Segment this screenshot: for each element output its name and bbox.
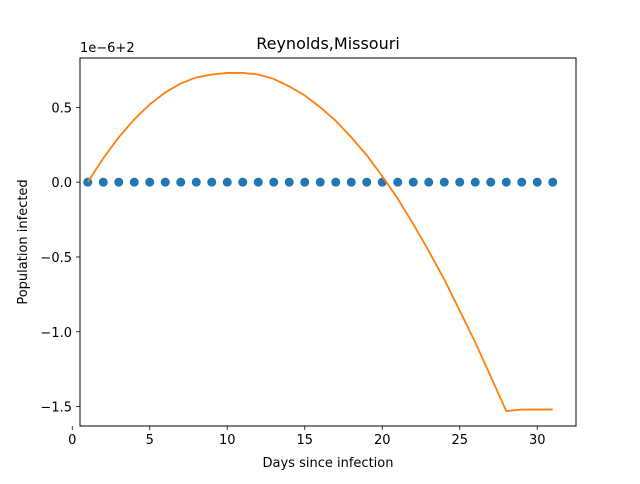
scatter-point — [501, 177, 511, 187]
series-layer — [83, 72, 558, 412]
scatter-point — [253, 177, 263, 187]
scatter-point — [284, 177, 294, 187]
x-tick-label: 20 — [374, 433, 391, 448]
scatter-point — [160, 177, 170, 187]
scatter-point — [362, 177, 372, 187]
scatter-point — [207, 177, 217, 187]
fit-curve-line — [86, 72, 553, 412]
scatter-point — [222, 177, 232, 187]
plot-frame — [79, 57, 577, 427]
scatter-point — [114, 177, 124, 187]
scatter-point — [346, 177, 356, 187]
y-tick-label: 0.5 — [51, 101, 72, 116]
x-tick-label: 0 — [68, 433, 76, 448]
scatter-point — [486, 177, 496, 187]
y-tick-label: 0.0 — [51, 176, 72, 191]
plot-area — [80, 58, 576, 426]
scatter-point — [191, 177, 201, 187]
scatter-point — [393, 177, 403, 187]
scatter-point — [98, 177, 108, 187]
scatter-point — [548, 177, 558, 187]
scatter-point — [408, 177, 418, 187]
y-tick-label: −1.5 — [40, 401, 72, 416]
x-tick-label: 30 — [529, 433, 546, 448]
scatter-point — [145, 177, 155, 187]
scatter-point — [300, 177, 310, 187]
y-axis-ticks: 0.5 0.0 −0.5 −1.0 −1.5 — [40, 101, 80, 416]
scatter-point — [532, 177, 542, 187]
x-tick-label: 10 — [219, 433, 236, 448]
scatter-point — [470, 177, 480, 187]
y-axis-label: Population infected — [16, 179, 31, 304]
y-axis-offset-text: 1e−6+2 — [80, 41, 135, 56]
x-tick-label: 15 — [296, 433, 313, 448]
scatter-point — [129, 177, 139, 187]
x-axis-ticks: 0 5 10 15 20 25 30 — [68, 426, 546, 448]
scatter-point — [455, 177, 465, 187]
chart-title: Reynolds,Missouri — [256, 34, 400, 53]
y-tick-label: −0.5 — [40, 251, 72, 266]
scatter-point — [331, 177, 341, 187]
scatter-point — [83, 177, 93, 187]
x-tick-label: 25 — [451, 433, 468, 448]
scatter-point — [439, 177, 449, 187]
scatter-point — [269, 177, 279, 187]
scatter-point — [517, 177, 527, 187]
y-tick-label: −1.0 — [40, 326, 72, 341]
scatter-point — [315, 177, 325, 187]
scatter-point — [238, 177, 248, 187]
x-tick-label: 5 — [146, 433, 154, 448]
scatter-point — [176, 177, 186, 187]
scatter-point — [424, 177, 434, 187]
x-axis-label: Days since infection — [263, 456, 394, 471]
